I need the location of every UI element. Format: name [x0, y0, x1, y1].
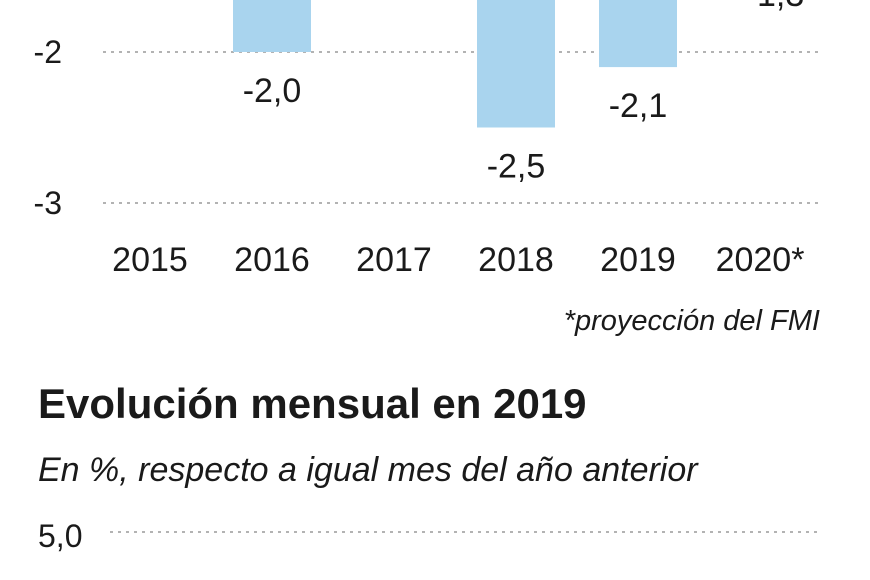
- bar-value-label: -2,0: [243, 72, 302, 110]
- y-axis-ticks: -2 -3: [34, 34, 62, 221]
- bar-value-label: -2,1: [609, 87, 668, 125]
- x-tick-label: 2015: [112, 241, 188, 279]
- partial-value-label: -1,3: [746, 0, 805, 14]
- annual-bar-chart: -2-3 2015 2016 2017 2018 2019 2020* -2,0-2,5-…: [34, 0, 822, 337]
- x-tick-label: 2020*: [716, 241, 805, 279]
- bar: [233, 0, 311, 52]
- bar: [477, 0, 555, 128]
- x-tick-label: 2016: [234, 241, 310, 279]
- footnote: *proyección del FMI: [564, 305, 820, 337]
- y-tick-label: 5,0: [38, 518, 82, 554]
- y-tick-label: -3: [34, 185, 62, 221]
- gridlines: [103, 51, 822, 204]
- section-subtitle: En %, respecto a igual mes del año anter…: [38, 451, 699, 489]
- bar-value-label: -2,5: [487, 148, 546, 186]
- bar-value-labels: -2,0 -2,5 -2,1: [243, 72, 668, 186]
- y-tick-label: -2: [34, 34, 62, 70]
- monthly-line-chart: Evolución mensual en 2019 En %, respecto…: [38, 380, 822, 554]
- monthly-y-axis-ticks: 5,0: [38, 518, 82, 554]
- x-tick-label: 2017: [356, 241, 432, 279]
- x-tick-label: 2019: [600, 241, 676, 279]
- bars: [233, 0, 677, 128]
- x-axis-ticks: 2015 2016 2017 2018 2019 2020*: [112, 241, 804, 279]
- bar: [599, 0, 677, 68]
- x-tick-label: 2018: [478, 241, 554, 279]
- section-title: Evolución mensual en 2019: [38, 380, 587, 427]
